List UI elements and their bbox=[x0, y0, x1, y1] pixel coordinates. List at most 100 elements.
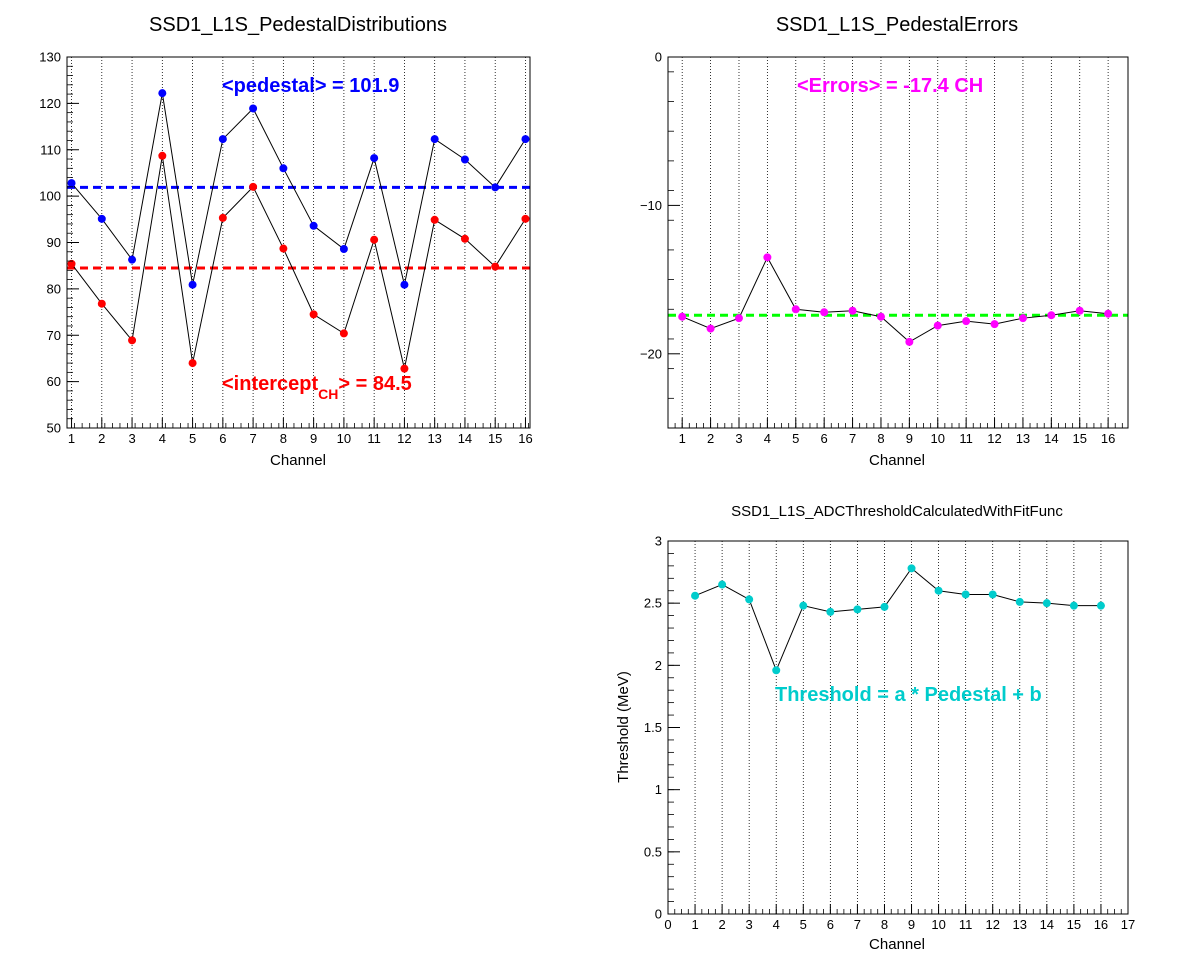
data-point bbox=[1015, 597, 1024, 606]
x-tick-label: 14 bbox=[1040, 917, 1054, 932]
data-point bbox=[249, 104, 258, 113]
data-point bbox=[718, 580, 727, 589]
annotation-threshold-formula: Threshold = a * Pedestal + b bbox=[775, 684, 1042, 706]
chart-title: SSD1_L1S_PedestalErrors bbox=[776, 14, 1018, 36]
data-point bbox=[218, 135, 227, 144]
x-tick-label: 9 bbox=[310, 431, 317, 446]
x-tick-label: 1 bbox=[691, 917, 698, 932]
x-tick-label: 5 bbox=[792, 431, 799, 446]
x-tick-label: 5 bbox=[800, 917, 807, 932]
data-point bbox=[745, 595, 754, 604]
data-point bbox=[400, 280, 409, 289]
y-axis-label: Threshold (MeV) bbox=[615, 671, 632, 783]
data-point bbox=[1104, 309, 1113, 318]
data-point bbox=[988, 590, 997, 599]
x-axis-label: Channel bbox=[270, 452, 326, 469]
x-tick-label: 10 bbox=[931, 431, 945, 446]
y-tick-label: 90 bbox=[47, 235, 61, 250]
data-point bbox=[339, 329, 348, 338]
pedestal-errors-panel: SSD1_L1S_PedestalErrors 1 2 3 4 5 6 7 8 9 10 11 12 1… bbox=[640, 14, 1129, 469]
x-tick-label: 0 bbox=[664, 917, 671, 932]
x-tick-label: 16 bbox=[1101, 431, 1115, 446]
x-tick-label: 4 bbox=[159, 431, 166, 446]
x-tick-label: 8 bbox=[877, 431, 884, 446]
data-point bbox=[1069, 601, 1078, 610]
x-tick-label: 5 bbox=[189, 431, 196, 446]
y-tick-label: 110 bbox=[40, 142, 61, 157]
data-point bbox=[905, 337, 914, 346]
annotation-mean-intercept: <interceptCH> = 84.5 bbox=[222, 373, 412, 402]
x-tick-label: 6 bbox=[827, 917, 834, 932]
annotation-mean-errors: <Errors> = -17.4 CH bbox=[797, 75, 983, 97]
x-tick-label: 1 bbox=[68, 431, 75, 446]
y-tick-label: −20 bbox=[640, 346, 662, 361]
data-point bbox=[400, 364, 409, 373]
x-tick-label: 3 bbox=[746, 917, 753, 932]
annotation-mean-pedestal: <pedestal> = 101.9 bbox=[222, 75, 399, 97]
data-point bbox=[907, 564, 916, 573]
data-point bbox=[67, 179, 76, 188]
data-point bbox=[1047, 311, 1056, 320]
data-point bbox=[933, 321, 942, 330]
data-point bbox=[188, 280, 197, 289]
x-tick-label: 2 bbox=[98, 431, 105, 446]
x-tick-label: 3 bbox=[128, 431, 135, 446]
reference-lines bbox=[67, 185, 530, 270]
y-tick-label: 0.5 bbox=[644, 844, 662, 859]
x-tick-label: 8 bbox=[881, 917, 888, 932]
data-point bbox=[734, 314, 743, 323]
x-tick-label: 12 bbox=[987, 431, 1001, 446]
y-tick-label: 60 bbox=[47, 374, 61, 389]
x-tick-label: 6 bbox=[821, 431, 828, 446]
series-group bbox=[691, 564, 1105, 675]
x-tick-label: 2 bbox=[707, 431, 714, 446]
x-tick-label: 7 bbox=[854, 917, 861, 932]
data-point bbox=[1075, 306, 1084, 315]
x-tick-label: 15 bbox=[1072, 431, 1086, 446]
data-point bbox=[691, 591, 700, 600]
data-point bbox=[491, 183, 500, 192]
x-axis-label: Channel bbox=[869, 452, 925, 469]
data-point bbox=[279, 164, 288, 173]
data-point bbox=[934, 586, 943, 595]
y-tick-label: 2.5 bbox=[644, 596, 662, 611]
data-point bbox=[763, 253, 772, 262]
x-tick-label: 12 bbox=[397, 431, 411, 446]
series-line bbox=[71, 155, 526, 369]
plot-frame bbox=[667, 56, 1129, 429]
data-point bbox=[128, 255, 137, 264]
y-tick-label: −10 bbox=[640, 198, 662, 213]
x-axis-label: Channel bbox=[869, 936, 925, 953]
y-tick-label: 1 bbox=[655, 782, 662, 797]
series-line bbox=[71, 93, 526, 285]
y-tick-label: 50 bbox=[47, 421, 61, 436]
chart-title: SSD1_L1S_PedestalDistributions bbox=[149, 14, 447, 36]
x-tick-label: 6 bbox=[219, 431, 226, 446]
data-point bbox=[460, 234, 469, 243]
y-tick-label: 80 bbox=[47, 281, 61, 296]
x-tick-label: 7 bbox=[249, 431, 256, 446]
data-point bbox=[799, 601, 808, 610]
data-point bbox=[880, 602, 889, 611]
chart-title: SSD1_L1S_ADCThresholdCalculatedWithFitFu… bbox=[731, 503, 1063, 520]
data-point bbox=[430, 215, 439, 224]
data-point bbox=[962, 317, 971, 326]
x-tick-label: 13 bbox=[1013, 917, 1027, 932]
data-point bbox=[97, 299, 106, 308]
data-point bbox=[188, 359, 197, 368]
annotation-intercept-sub: CH bbox=[318, 386, 338, 402]
annotation-intercept-main: <intercept bbox=[222, 373, 318, 395]
x-tick-label: 4 bbox=[764, 431, 771, 446]
data-point bbox=[309, 310, 318, 319]
series-line bbox=[694, 567, 1101, 672]
x-tick-label: 9 bbox=[908, 917, 915, 932]
data-point bbox=[491, 262, 500, 271]
annotation-intercept-tail: > = 84.5 bbox=[338, 373, 411, 395]
data-point bbox=[1096, 601, 1105, 610]
grid-lines bbox=[694, 541, 1102, 914]
data-point bbox=[826, 607, 835, 616]
x-tick-label: 13 bbox=[427, 431, 441, 446]
